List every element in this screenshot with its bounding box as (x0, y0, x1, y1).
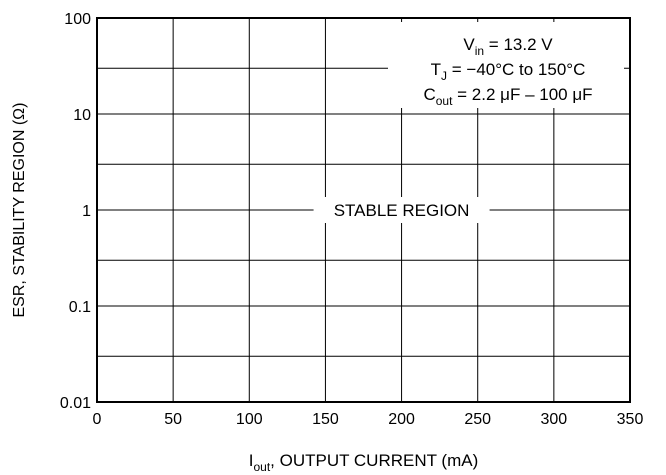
y-tick-labels: 0.01 0.1 1 10 100 (60, 11, 91, 412)
annotation-background (388, 22, 624, 108)
x-tick-label: 350 (617, 411, 644, 428)
y-axis-label: ESR, STABILITY REGION (Ω) (11, 103, 28, 318)
y-tick-label: 10 (73, 107, 91, 124)
x-axis-label: Iout, OUTPUT CURRENT (mA) (249, 451, 479, 474)
annotation-line: TJ = −40°C to 150°C (431, 60, 586, 83)
x-tick-label: 200 (388, 411, 415, 428)
y-tick-label: 0.1 (69, 299, 91, 316)
x-tick-label: 250 (464, 411, 491, 428)
y-tick-label: 100 (64, 11, 91, 28)
region-label-group: STABLE REGION (313, 197, 490, 223)
y-tick-label: 0.01 (60, 395, 91, 412)
x-tick-label: 300 (541, 411, 568, 428)
y-tick-label: 1 (82, 203, 91, 220)
annotation-line: Cout = 2.2 μF – 100 μF (423, 85, 592, 108)
region-label-background (313, 197, 490, 223)
x-tick-label: 0 (93, 411, 102, 428)
x-tick-label: 150 (312, 411, 339, 428)
x-tick-label: 50 (164, 411, 182, 428)
annotation-line: Vin = 13.2 V (463, 35, 553, 58)
region-label: STABLE REGION (334, 201, 470, 220)
x-tick-label: 100 (236, 411, 263, 428)
x-tick-labels: 0 50 100 150 200 250 300 350 (93, 411, 644, 428)
plot-frame (96, 17, 631, 403)
